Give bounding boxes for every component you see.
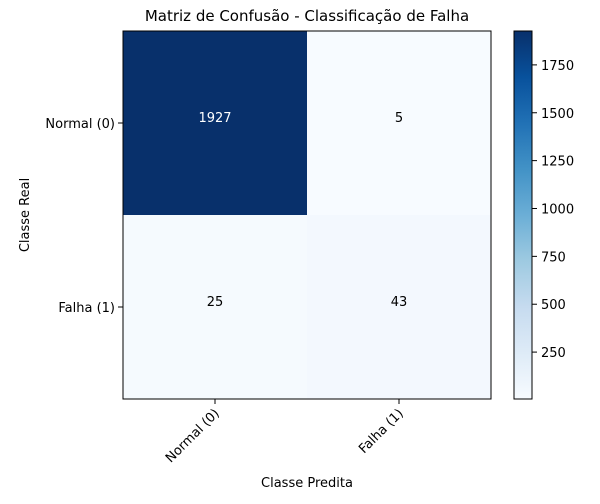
x-tick-label: Normal (0): [163, 406, 223, 466]
heatmap-cell-labels: 1927 5 25 43: [198, 111, 407, 310]
x-tick-label: Falha (1): [356, 406, 407, 457]
chart-title: Matriz de Confusão - Classificação de Fa…: [145, 7, 469, 25]
colorbar-tick-label: 750: [541, 250, 566, 265]
heatmap-cell: [123, 215, 307, 399]
x-axis: Normal (0) Falha (1): [163, 399, 407, 466]
colorbar-tick-label: 1750: [541, 59, 574, 74]
y-tick-label: Normal (0): [45, 117, 115, 132]
cell-value-label: 25: [207, 295, 224, 310]
cell-value-label: 5: [395, 111, 403, 126]
heatmap-cell: [307, 215, 491, 399]
colorbar-tick-label: 500: [541, 298, 566, 313]
heatmap-cells: [123, 31, 491, 399]
colorbar: [513, 30, 533, 400]
cell-value-label: 1927: [198, 111, 231, 126]
colorbar-tick-label: 250: [541, 346, 566, 361]
y-axis: Normal (0) Falha (1): [45, 117, 123, 316]
heatmap-cell: [307, 31, 491, 215]
colorbar-tick-label: 1500: [541, 107, 574, 122]
x-axis-label: Classe Predita: [261, 476, 353, 491]
plot-frame: [122, 30, 492, 400]
y-axis-label: Classe Real: [18, 178, 33, 252]
cell-value-label: 43: [391, 295, 408, 310]
colorbar-ticks: 250 500 750 1000 1250 1500 1750: [532, 59, 574, 361]
colorbar-tick-label: 1250: [541, 155, 574, 170]
colorbar-tick-label: 1000: [541, 202, 574, 217]
y-tick-label: Falha (1): [58, 301, 115, 316]
heatmap-cell: [123, 31, 307, 215]
